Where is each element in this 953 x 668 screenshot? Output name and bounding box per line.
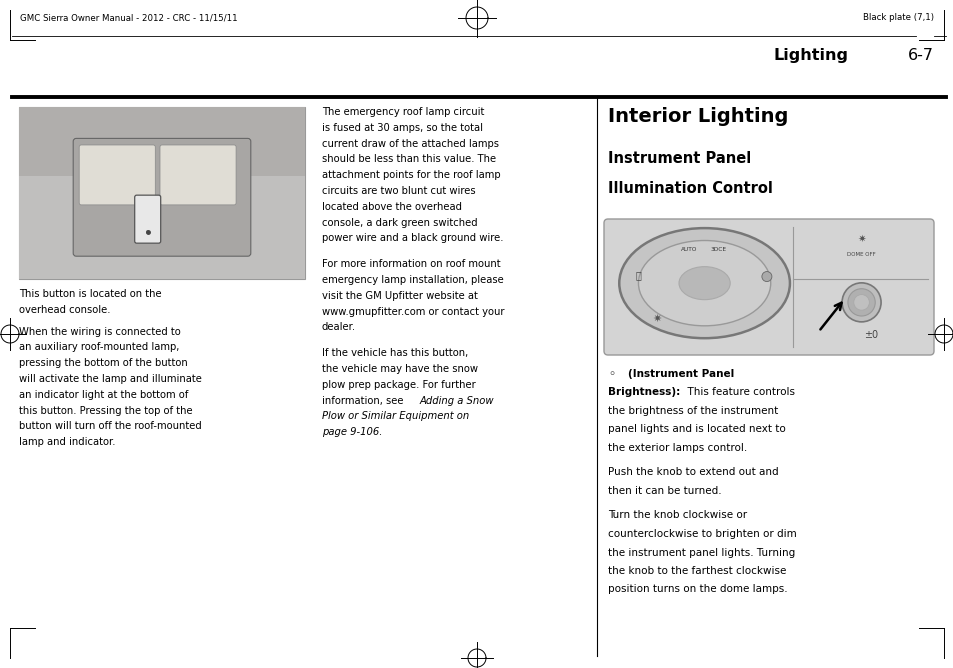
Text: If the vehicle has this button,: If the vehicle has this button,: [322, 348, 468, 358]
Text: Turn the knob clockwise or: Turn the knob clockwise or: [607, 510, 746, 520]
Text: 3DCE: 3DCE: [710, 246, 726, 252]
Text: current draw of the attached lamps: current draw of the attached lamps: [322, 138, 498, 148]
FancyBboxPatch shape: [603, 219, 933, 355]
Text: will activate the lamp and illuminate: will activate the lamp and illuminate: [19, 374, 202, 384]
Text: position turns on the dome lamps.: position turns on the dome lamps.: [607, 584, 787, 595]
Text: an auxiliary roof-mounted lamp,: an auxiliary roof-mounted lamp,: [19, 343, 179, 353]
Text: plow prep package. For further: plow prep package. For further: [322, 380, 476, 390]
Text: then it can be turned.: then it can be turned.: [607, 486, 720, 496]
Circle shape: [847, 289, 874, 316]
Text: ±0: ±0: [863, 330, 878, 340]
Text: panel lights and is located next to: panel lights and is located next to: [607, 424, 785, 434]
Text: DOME OFF: DOME OFF: [846, 253, 875, 257]
Bar: [19, 107, 305, 176]
Text: This feature controls: This feature controls: [680, 387, 794, 397]
Text: This button is located on the: This button is located on the: [19, 289, 161, 299]
Text: emergency lamp installation, please: emergency lamp installation, please: [322, 275, 503, 285]
Text: the brightness of the instrument: the brightness of the instrument: [607, 406, 778, 416]
Text: Lighting: Lighting: [773, 49, 848, 63]
Text: this button. Pressing the top of the: this button. Pressing the top of the: [19, 405, 193, 415]
FancyBboxPatch shape: [73, 138, 251, 257]
Text: Push the knob to extend out and: Push the knob to extend out and: [607, 468, 778, 478]
Text: GMC Sierra Owner Manual - 2012 - CRC - 11/15/11: GMC Sierra Owner Manual - 2012 - CRC - 1…: [20, 13, 237, 23]
Text: Brightness):: Brightness):: [607, 387, 679, 397]
Text: The emergency roof lamp circuit: The emergency roof lamp circuit: [322, 107, 484, 117]
Text: is fused at 30 amps, so the total: is fused at 30 amps, so the total: [322, 123, 482, 133]
Text: pressing the bottom of the button: pressing the bottom of the button: [19, 358, 188, 368]
Text: an indicator light at the bottom of: an indicator light at the bottom of: [19, 390, 188, 400]
FancyBboxPatch shape: [19, 107, 305, 279]
Text: When the wiring is connected to: When the wiring is connected to: [19, 327, 180, 337]
Ellipse shape: [638, 240, 770, 326]
Text: visit the GM Upfitter website at: visit the GM Upfitter website at: [322, 291, 477, 301]
Ellipse shape: [679, 267, 729, 300]
Text: dealer.: dealer.: [322, 323, 355, 333]
Circle shape: [761, 272, 771, 281]
Text: power wire and a black ground wire.: power wire and a black ground wire.: [322, 233, 503, 243]
Text: ✷: ✷: [652, 314, 661, 324]
Text: www.gmupfitter.com or contact your: www.gmupfitter.com or contact your: [322, 307, 504, 317]
FancyBboxPatch shape: [134, 195, 160, 243]
Text: page 9-106.: page 9-106.: [322, 428, 382, 437]
Text: Instrument Panel: Instrument Panel: [607, 151, 750, 166]
FancyBboxPatch shape: [79, 145, 155, 205]
Circle shape: [853, 295, 868, 310]
Text: the knob to the farthest clockwise: the knob to the farthest clockwise: [607, 566, 785, 576]
Text: ⏻: ⏻: [635, 270, 640, 280]
Text: attachment points for the roof lamp: attachment points for the roof lamp: [322, 170, 500, 180]
Text: the instrument panel lights. Turning: the instrument panel lights. Turning: [607, 548, 795, 558]
Text: 6-7: 6-7: [907, 49, 933, 63]
Text: counterclockwise to brighten or dim: counterclockwise to brighten or dim: [607, 529, 796, 539]
Text: the vehicle may have the snow: the vehicle may have the snow: [322, 364, 477, 374]
Text: located above the overhead: located above the overhead: [322, 202, 461, 212]
Text: should be less than this value. The: should be less than this value. The: [322, 154, 496, 164]
Text: 0: 0: [146, 230, 150, 234]
Text: button will turn off the roof-mounted: button will turn off the roof-mounted: [19, 422, 201, 432]
Text: AUTO: AUTO: [680, 246, 697, 252]
Text: For more information on roof mount: For more information on roof mount: [322, 259, 500, 269]
Text: ✷: ✷: [857, 234, 865, 244]
Text: overhead console.: overhead console.: [19, 305, 111, 315]
Text: console, a dark green switched: console, a dark green switched: [322, 218, 477, 228]
Text: Black plate (7,1): Black plate (7,1): [862, 13, 933, 23]
Text: (Instrument Panel: (Instrument Panel: [627, 369, 734, 379]
Bar: [19, 176, 305, 279]
Text: Interior Lighting: Interior Lighting: [607, 107, 787, 126]
Text: lamp and indicator.: lamp and indicator.: [19, 437, 115, 447]
Text: ⚪: ⚪: [607, 369, 615, 378]
Text: circuits are two blunt cut wires: circuits are two blunt cut wires: [322, 186, 476, 196]
Circle shape: [841, 283, 881, 322]
FancyBboxPatch shape: [160, 145, 235, 205]
Text: the exterior lamps control.: the exterior lamps control.: [607, 443, 746, 453]
Text: Illumination Control: Illumination Control: [607, 181, 772, 196]
Ellipse shape: [618, 228, 789, 338]
Text: information, see: information, see: [322, 395, 406, 405]
Text: Adding a Snow: Adding a Snow: [419, 395, 494, 405]
Text: Plow or Similar Equipment on: Plow or Similar Equipment on: [322, 411, 469, 422]
